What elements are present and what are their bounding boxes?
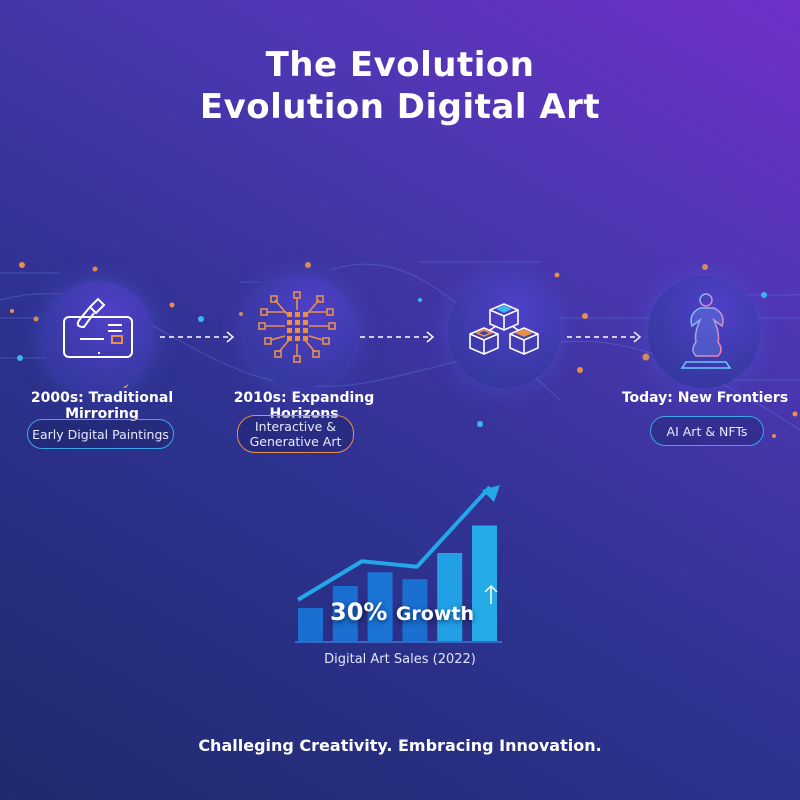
arrow-right-icon bbox=[567, 331, 642, 343]
growth-number: 30% bbox=[330, 598, 388, 626]
tablet-brush-icon bbox=[63, 297, 133, 358]
stage-2-pill: Interactive & Generative Art bbox=[237, 415, 354, 453]
chart-bar bbox=[402, 579, 428, 641]
stage-3-circle bbox=[448, 276, 560, 388]
arrow-right-icon bbox=[360, 331, 435, 343]
stage-4-circle bbox=[648, 276, 760, 388]
stage-2-circle bbox=[245, 276, 357, 388]
up-arrow-icon bbox=[484, 584, 498, 604]
holographic-sculpture-icon bbox=[680, 293, 732, 369]
pill-line-2: Generative Art bbox=[249, 434, 342, 449]
chart-bar bbox=[367, 572, 393, 641]
growth-annotation: 30% Growth bbox=[330, 598, 474, 626]
stage-4-title: Today: New Frontiers bbox=[621, 390, 789, 406]
chart-bar bbox=[437, 553, 463, 641]
tagline: Challeging Creativity. Embracing Innovat… bbox=[198, 736, 602, 755]
chart-bar bbox=[298, 608, 323, 641]
chart-caption: Digital Art Sales (2022) bbox=[324, 652, 476, 667]
trend-arrowhead bbox=[482, 485, 500, 502]
title-line-2: Evolution Digital Art bbox=[199, 87, 601, 127]
title-line-1: The Evolution bbox=[265, 45, 535, 85]
arrow-right-icon bbox=[160, 331, 235, 343]
circuit-chip-icon bbox=[258, 291, 336, 363]
stage-2-title: 2010s: Expanding Horizons bbox=[233, 390, 375, 422]
growth-word: Growth bbox=[395, 603, 474, 625]
stage-1-title: 2000s: Traditional Mirroring bbox=[30, 390, 174, 422]
stage-4-pill: AI Art & NFTs bbox=[650, 416, 764, 446]
chart-bar bbox=[472, 525, 497, 641]
chart-bar bbox=[332, 586, 358, 641]
stage-1-circle bbox=[42, 281, 154, 393]
pill-line-1: Interactive & bbox=[254, 419, 337, 434]
trend-line bbox=[296, 485, 492, 602]
blockchain-cubes-icon bbox=[469, 303, 539, 355]
page-title: The Evolution Evolution Digital Art bbox=[0, 44, 800, 128]
stage-1-pill: Early Digital Paintings bbox=[27, 419, 174, 449]
